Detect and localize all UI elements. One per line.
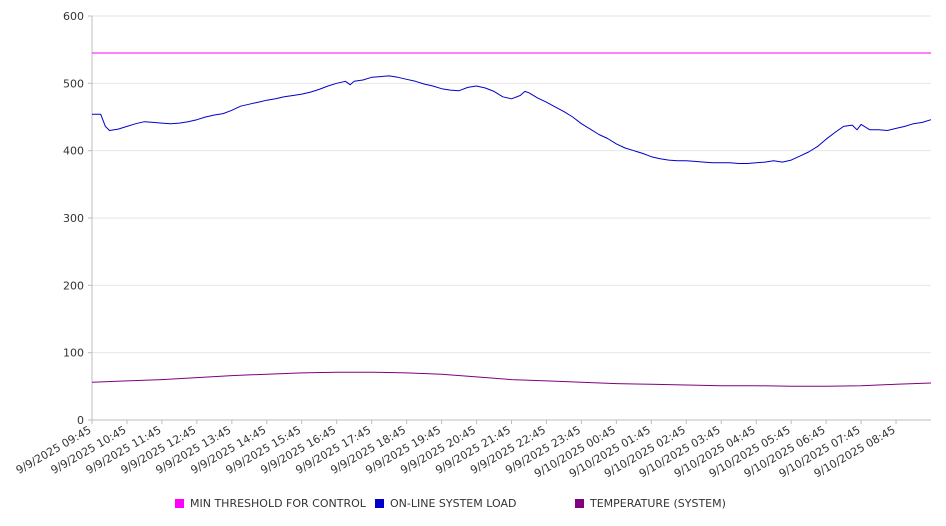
legend-item-temperature[interactable]: TEMPERATURE (SYSTEM)	[575, 497, 726, 510]
legend-swatch-load	[375, 499, 384, 508]
y-tick-label: 100	[63, 347, 84, 360]
legend-label-load: ON-LINE SYSTEM LOAD	[390, 497, 517, 510]
legend-swatch-temperature	[575, 499, 584, 508]
axes	[88, 15, 931, 424]
y-tick-label: 0	[77, 414, 84, 427]
y-tick-label: 600	[63, 10, 84, 23]
grid-lines	[92, 15, 931, 354]
y-tick-labels: 0 100 200 300 400 500 600	[63, 10, 84, 427]
y-tick-label: 500	[63, 77, 84, 90]
legend: MIN THRESHOLD FOR CONTROL ON-LINE SYSTEM…	[0, 497, 946, 515]
legend-swatch-threshold	[175, 499, 184, 508]
y-tick-label: 400	[63, 145, 84, 158]
series-line-load	[92, 75, 932, 164]
y-tick-label: 300	[63, 212, 84, 225]
legend-item-load[interactable]: ON-LINE SYSTEM LOAD	[375, 497, 516, 510]
x-tick-labels: 9/9/2025 09:459/9/2025 10:459/9/2025 11:…	[14, 423, 898, 480]
y-tick-label: 200	[63, 279, 84, 292]
legend-item-threshold[interactable]: MIN THRESHOLD FOR CONTROL	[175, 497, 366, 510]
legend-label-threshold: MIN THRESHOLD FOR CONTROL	[190, 497, 366, 510]
series-lines	[91, 52, 932, 387]
series-line-temperature	[91, 371, 932, 387]
legend-label-temperature: TEMPERATURE (SYSTEM)	[590, 497, 726, 510]
